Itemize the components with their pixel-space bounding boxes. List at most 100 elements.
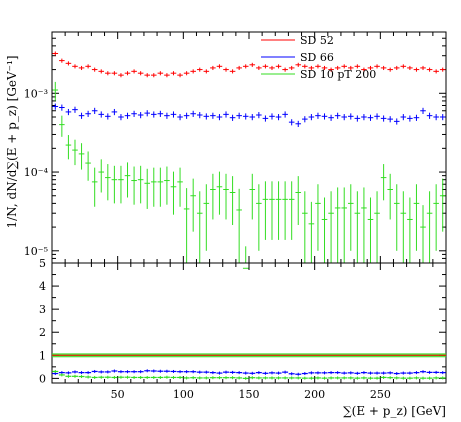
data-point <box>288 181 295 240</box>
data-point <box>105 71 111 76</box>
data-point <box>282 67 288 72</box>
data-point <box>223 173 229 220</box>
data-point <box>348 65 354 71</box>
data-point <box>98 69 105 74</box>
data-point <box>302 191 308 263</box>
data-point <box>315 112 321 119</box>
data-point <box>177 167 183 207</box>
data-point <box>177 73 183 78</box>
data-point <box>387 67 393 72</box>
data-point <box>105 113 111 120</box>
legend-label: SD 66 <box>300 51 334 64</box>
data-point <box>85 64 91 69</box>
data-point <box>72 64 78 69</box>
x-tick-label: 50 <box>111 388 125 401</box>
ratio-tick-label: 5 <box>39 257 46 270</box>
data-point <box>203 184 210 251</box>
data-point <box>59 115 65 137</box>
data-point <box>190 110 196 117</box>
data-point <box>374 191 380 263</box>
data-point <box>288 119 295 126</box>
data-point <box>361 187 367 263</box>
data-point <box>380 164 387 201</box>
series-sd-66 <box>52 103 446 128</box>
data-point <box>380 115 387 122</box>
data-point <box>400 191 407 263</box>
data-point <box>52 103 59 110</box>
data-point <box>275 64 282 69</box>
data-point <box>65 135 72 160</box>
data-point <box>229 176 236 226</box>
y-tick-label: 10⁻³ <box>24 87 48 100</box>
data-point <box>144 168 150 209</box>
data-point <box>295 120 302 128</box>
data-point <box>223 67 229 72</box>
data-point <box>78 112 85 119</box>
data-point <box>177 114 183 121</box>
data-point <box>380 65 387 71</box>
data-point <box>216 114 223 121</box>
ratio-tick-label: 2 <box>39 326 46 339</box>
x-tick-label: 200 <box>304 388 325 401</box>
data-point <box>426 112 433 119</box>
data-point <box>269 181 275 240</box>
series-sd-10-pt-200 <box>52 81 446 269</box>
data-point <box>203 69 210 74</box>
data-point <box>65 61 72 66</box>
data-point <box>144 110 150 117</box>
data-point <box>302 116 308 123</box>
data-point <box>91 67 98 72</box>
data-point <box>249 114 256 121</box>
data-point <box>183 71 190 76</box>
x-axis-label: ∑(E + p_z) [GeV] <box>343 404 446 418</box>
data-point <box>59 104 65 111</box>
data-point <box>98 111 105 118</box>
x-tick-label: 100 <box>173 388 194 401</box>
data-point <box>334 112 341 119</box>
ratio-tick-label: 3 <box>39 303 46 316</box>
data-point <box>341 114 347 121</box>
data-point <box>85 151 91 181</box>
data-point <box>164 73 170 78</box>
data-point <box>85 110 91 117</box>
data-point <box>387 116 393 123</box>
data-point <box>236 188 242 263</box>
data-point <box>308 114 315 121</box>
data-point <box>157 110 164 117</box>
legend-entry: SD 66 <box>261 51 334 64</box>
data-point <box>216 171 223 215</box>
data-point <box>400 64 407 69</box>
data-point <box>439 114 446 121</box>
ratio-tick-label: 4 <box>39 280 46 293</box>
data-point <box>170 171 177 215</box>
data-point <box>183 112 190 119</box>
data-point <box>78 143 85 170</box>
data-point <box>78 65 85 71</box>
data-point <box>190 178 196 232</box>
data-point <box>262 115 269 122</box>
legend-label: SD 10 pT 200 <box>300 68 376 81</box>
data-point <box>413 184 420 251</box>
data-point <box>216 64 223 69</box>
data-point <box>321 197 328 263</box>
data-point <box>413 114 420 121</box>
data-point <box>164 166 170 205</box>
data-point <box>433 114 439 121</box>
data-point <box>105 164 111 201</box>
data-point <box>328 114 334 121</box>
data-point <box>439 178 446 232</box>
data-point <box>65 108 72 116</box>
data-point <box>400 114 407 121</box>
data-point <box>295 62 302 67</box>
data-point <box>407 115 413 122</box>
main-panel-frame <box>51 31 447 264</box>
y-tick-label: 10⁻⁴ <box>24 166 49 179</box>
data-point <box>439 67 446 72</box>
data-point <box>354 191 361 263</box>
data-point <box>249 62 256 67</box>
data-point <box>341 64 347 69</box>
data-point <box>72 139 78 166</box>
y-axis-label: 1/N, dN/d∑(E + p_z) [GeV⁻¹] <box>5 56 19 229</box>
data-point <box>124 162 131 198</box>
data-point <box>275 181 282 240</box>
